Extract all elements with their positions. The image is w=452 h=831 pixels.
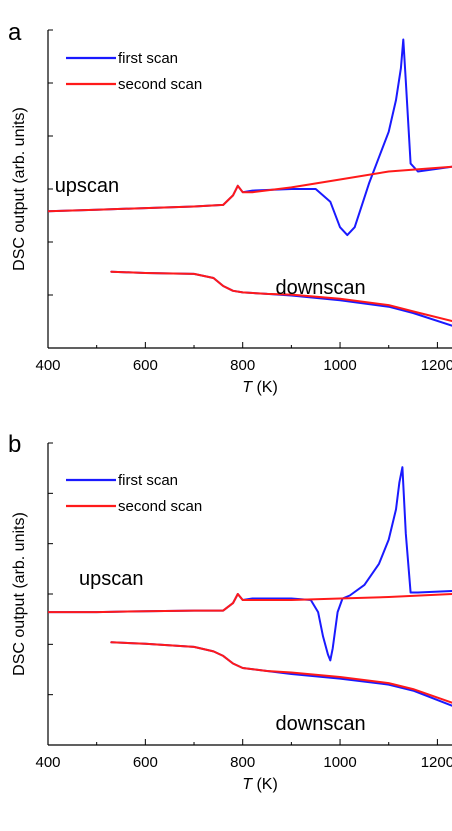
x-axis-title: T (K) xyxy=(242,776,278,793)
x-axis-unit: (K) xyxy=(252,776,278,793)
x-axis-title: T (K) xyxy=(242,379,278,396)
x-tick-label: 800 xyxy=(230,754,255,771)
legend-label: first scan xyxy=(118,50,178,67)
panel-a: a 400 600 800 1000 1200 T (K) DSC output (arb. … xyxy=(8,19,452,396)
panel-letter: a xyxy=(8,19,22,46)
x-axis-variable: T xyxy=(242,379,253,396)
series-line-first-scan xyxy=(110,641,452,707)
x-tick-label: 400 xyxy=(35,754,60,771)
x-tick-label: 1000 xyxy=(323,357,356,374)
legend-label: second scan xyxy=(118,76,202,93)
x-axis-unit: (K) xyxy=(252,379,278,396)
annotation-downscan: downscan xyxy=(276,713,366,735)
x-tick-label: 600 xyxy=(133,357,158,374)
series-line-second-scan xyxy=(48,165,452,213)
annotation-upscan: upscan xyxy=(79,568,144,590)
legend-label: first scan xyxy=(118,472,178,489)
series-line-first-scan xyxy=(48,466,452,662)
y-axis-title: DSC output (arb. units) xyxy=(11,512,28,676)
y-axis-title: DSC output (arb. units) xyxy=(11,107,28,271)
series-line-first-scan xyxy=(48,38,452,237)
panel-b: b 400 600 800 1000 1200 T (K) DSC output (arb. … xyxy=(8,431,452,793)
x-tick-label: 1200 xyxy=(421,357,452,374)
x-tick-label: 1000 xyxy=(323,754,356,771)
series-line-second-scan xyxy=(110,270,452,322)
legend: first scan second scan xyxy=(66,50,202,93)
x-axis-variable: T xyxy=(242,776,253,793)
legend: first scan second scan xyxy=(66,472,202,515)
annotation-downscan: downscan xyxy=(276,277,366,299)
x-tick-label: 600 xyxy=(133,754,158,771)
annotation-upscan: upscan xyxy=(55,175,120,197)
plot-area xyxy=(48,466,452,707)
legend-label: second scan xyxy=(118,498,202,515)
panel-letter: b xyxy=(8,431,21,458)
x-tick-label: 1200 xyxy=(421,754,452,771)
series-line-second-scan xyxy=(48,593,452,614)
x-tick-label: 800 xyxy=(230,357,255,374)
series-line-second-scan xyxy=(110,641,452,704)
x-tick-label: 400 xyxy=(35,357,60,374)
plot-area xyxy=(48,38,452,327)
